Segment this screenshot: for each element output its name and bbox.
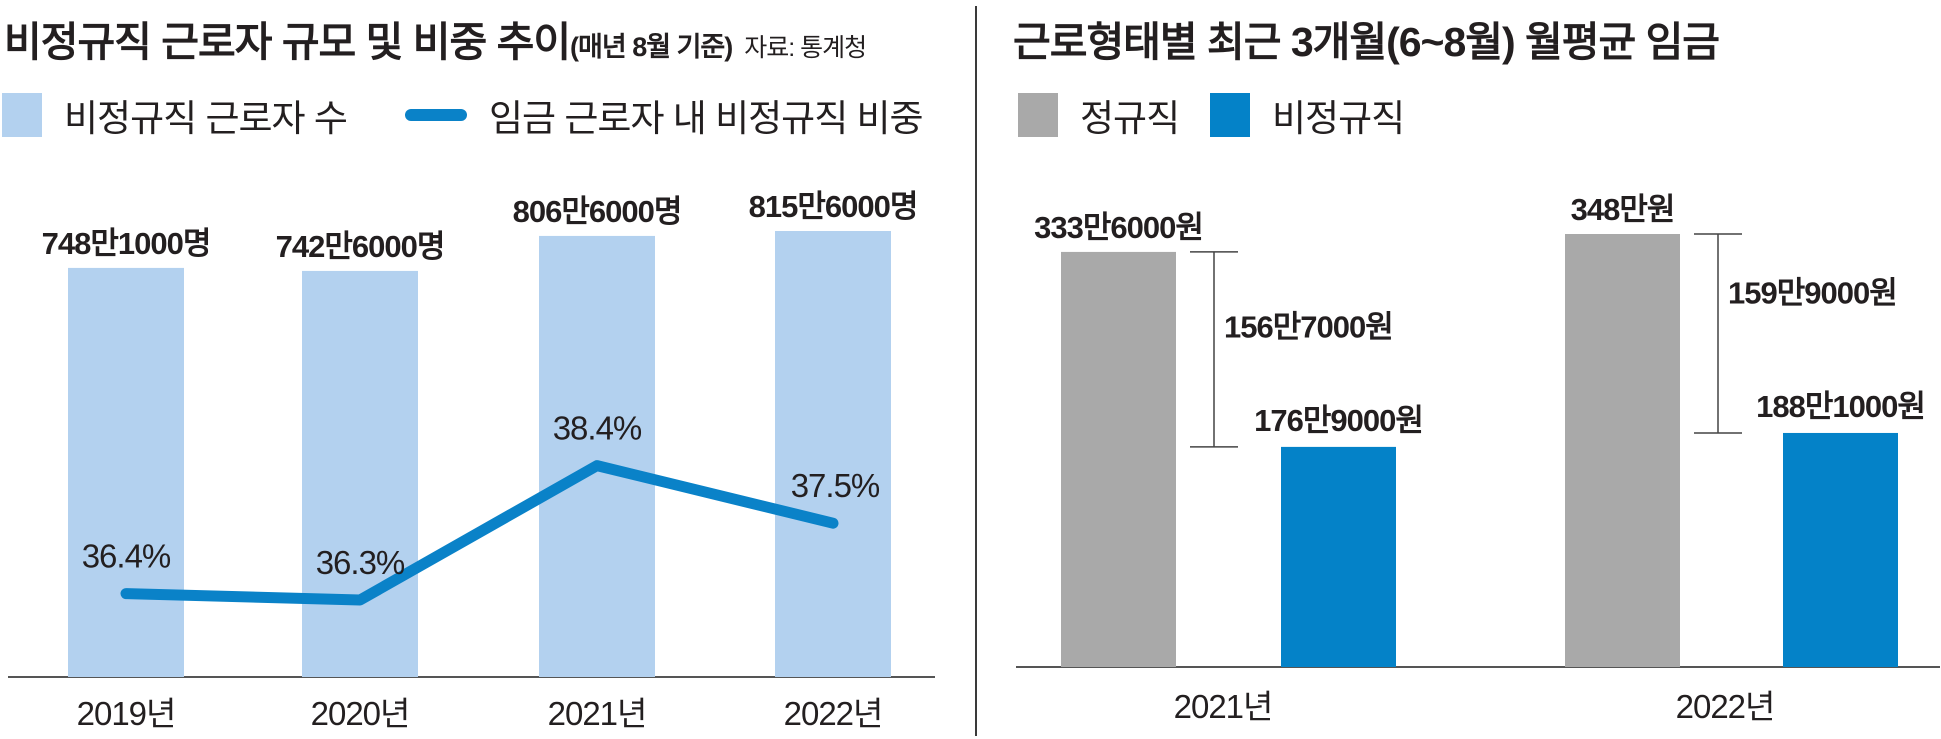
x-tick-label-1: 2020년 xyxy=(311,695,410,732)
bar-regular-1 xyxy=(1565,234,1680,667)
right-chart-panel: 근로형태별 최근 3개월(6~8월) 월평균 임금 정규직 비정규직 333만6… xyxy=(985,0,1941,739)
right-chart-plot: 333만6000원 176만9000원 2021년 156만7000원 348만원 188… xyxy=(1016,192,1940,725)
gap-value-label-0: 156만7000원 xyxy=(1224,310,1393,345)
left-chart-subtitle: (매년 8월 기준) xyxy=(570,32,733,62)
x-tick-label-1: 2022년 xyxy=(1676,688,1775,725)
left-chart-plot: 748만1000명 2019년 742만6000명 2020년 806만6000명 202… xyxy=(8,189,935,732)
legend-item-nonregular: 비정규직 xyxy=(1210,90,1405,140)
line-nonregular-share xyxy=(120,460,839,606)
legend-item-nonregular-count: 비정규직 근로자 수 xyxy=(2,90,348,140)
x-tick-label-2: 2021년 xyxy=(548,695,647,732)
line-value-label-1: 36.3% xyxy=(316,544,405,581)
legend-swatch-bar xyxy=(2,93,42,137)
bar-nonregular-value-label-0: 176만9000원 xyxy=(1254,403,1423,438)
panel-divider xyxy=(975,6,977,736)
bar-value-label-1: 742만6000명 xyxy=(276,229,445,264)
line-value-label-0: 36.4% xyxy=(82,538,171,575)
left-chart-title-row: 비정규직 근로자 규모 및 비중 추이(매년 8월 기준) 자료: 통계청 xyxy=(4,8,867,68)
bar-regular-value-label-1: 348만원 xyxy=(1571,192,1675,227)
left-chart-source: 자료: 통계청 xyxy=(744,34,867,62)
line-value-label-3: 37.5% xyxy=(791,467,880,504)
line-value-label-2: 38.4% xyxy=(553,410,642,447)
bar-nonregular-0 xyxy=(1281,446,1396,667)
legend-label-nonregular: 비정규직 xyxy=(1272,98,1405,139)
x-tick-label-0: 2021년 xyxy=(1174,688,1273,725)
legend-swatch-regular xyxy=(1018,93,1058,137)
legend-label-nonregular-share: 임금 근로자 내 비정규직 비중 xyxy=(489,98,924,139)
bar-nonregular-count-1 xyxy=(302,270,418,677)
legend-item-regular: 정규직 xyxy=(1018,90,1180,140)
bar-nonregular-count-0 xyxy=(68,267,184,677)
bar-regular-value-label-0: 333만6000원 xyxy=(1034,210,1203,245)
bar-regular-0 xyxy=(1061,251,1176,667)
bar-nonregular-count-3 xyxy=(775,231,891,677)
bar-value-label-0: 748만1000명 xyxy=(42,226,211,261)
gap-value-label-1: 159만9000원 xyxy=(1728,276,1897,311)
legend-swatch-nonregular xyxy=(1210,93,1250,137)
right-chart-title: 근로형태별 최근 3개월(6~8월) 월평균 임금 xyxy=(1013,19,1720,65)
bar-value-label-3: 815만6000명 xyxy=(749,189,918,224)
legend-swatch-line xyxy=(405,109,467,121)
bar-nonregular-1 xyxy=(1783,432,1898,667)
legend-label-regular: 정규직 xyxy=(1080,98,1180,139)
x-tick-label-0: 2019년 xyxy=(77,695,176,732)
x-tick-label-3: 2022년 xyxy=(784,695,883,732)
bar-value-label-2: 806만6000명 xyxy=(513,194,682,229)
legend-label-nonregular-count: 비정규직 근로자 수 xyxy=(64,98,348,139)
left-chart-panel: 비정규직 근로자 규모 및 비중 추이(매년 8월 기준) 자료: 통계청 비정규… xyxy=(0,0,970,739)
bar-nonregular-value-label-1: 188만1000원 xyxy=(1756,389,1925,424)
legend-item-nonregular-share: 임금 근로자 내 비정규직 비중 xyxy=(405,90,924,140)
bar-nonregular-count-2 xyxy=(539,235,655,678)
left-chart-title: 비정규직 근로자 규모 및 비중 추이 xyxy=(4,19,571,65)
